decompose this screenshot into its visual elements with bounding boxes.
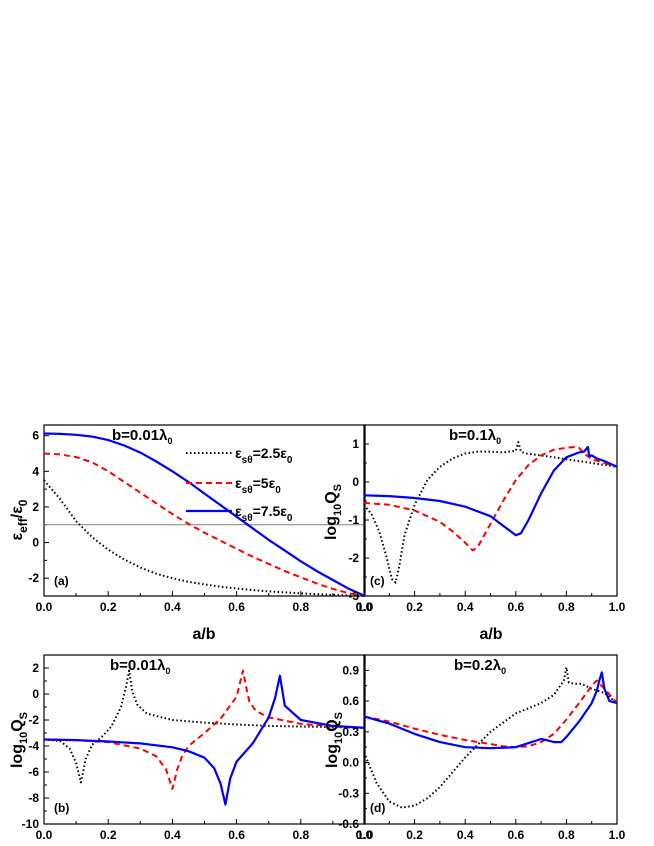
legend-label-1: εsθ=2.5ε0 xyxy=(235,445,293,466)
panel-a-epsilon-eff: b=0.01λ0 a/b εeff/ε0 (a) 0.0 0.2 0.4 0.6 0.8… xyxy=(9,424,374,643)
panel-b-ytick-label: -10 xyxy=(22,817,40,831)
panel-a-ytick-label: -2 xyxy=(28,571,39,585)
panel-a-ytick-label: 0 xyxy=(32,536,39,550)
panel-b-series-1-line xyxy=(43,669,366,784)
panel-d-series-3-line xyxy=(363,671,618,750)
svg-text:b=0.2λ0: b=0.2λ0 xyxy=(454,657,506,676)
legend: εsθ=2.5ε0 εsθ=5ε0 εsθ=7.5ε0 xyxy=(186,445,293,524)
legend-entry-2: εsθ=5ε0 xyxy=(186,475,281,496)
legend-label-2: εsθ=5ε0 xyxy=(235,475,281,496)
panel-b-ylabel: log10QS xyxy=(9,712,30,768)
panel-d-series-2-line xyxy=(363,679,618,749)
panel-b-series-3-line xyxy=(43,674,366,806)
panel-d-log-qs: b=0.2λ0 log10QS (d) 0.0 0.2 0.4 0.6 0.8 1.0-0… xyxy=(324,654,626,842)
panel-c-series-2-line xyxy=(363,446,618,552)
panel-d-ylabel: log10QS xyxy=(324,712,345,768)
panel-b-title: b=0.01λ0 xyxy=(110,657,170,676)
panel-c-ytick-label: -2 xyxy=(348,551,359,565)
panel-a-xtick-label: 0.0 xyxy=(36,600,53,614)
panel-a-title: b=0.01λ0 xyxy=(112,427,172,446)
panel-b-xtick-label: 0.2 xyxy=(100,828,117,842)
panel-a-xlabel: a/b xyxy=(192,626,215,643)
panel-b-ytick-label: -2 xyxy=(28,713,39,727)
panel-c-series-3-line xyxy=(363,445,618,537)
panel-b-xtick-label: 0.4 xyxy=(164,828,181,842)
panel-d-xtick-label: 0.0 xyxy=(356,828,373,842)
legend-label-3: εsθ=7.5ε0 xyxy=(235,503,293,524)
panel-d-label: (d) xyxy=(370,801,385,815)
panel-b-ytick-label: -4 xyxy=(28,739,39,753)
panel-d-ytick-label: 0.9 xyxy=(342,663,359,677)
panel-c-log-qs: b=0.1λ0 a/b log10QS (c) 0.0 0.2 0.4 0.6 0.8 1… xyxy=(323,424,626,643)
panel-a-xtick-label: 0.6 xyxy=(228,600,245,614)
panel-d-xtick-label: 0.6 xyxy=(507,828,524,842)
panel-c-xtick-label: 1.0 xyxy=(609,600,626,614)
panel-c-xtick-label: 0.8 xyxy=(558,600,575,614)
panel-b-xtick-label: 0.0 xyxy=(36,828,53,842)
panel-a-xtick-label: 0.2 xyxy=(100,600,117,614)
panel-c-ytick-label: 0 xyxy=(352,475,359,489)
panel-a-ytick-label: 6 xyxy=(32,429,39,443)
panel-a-series-3-line xyxy=(43,432,366,598)
svg-text:b=0.1λ0: b=0.1λ0 xyxy=(449,427,501,446)
panel-a-series-2-line xyxy=(43,452,366,597)
svg-text:b=0.01λ0: b=0.01λ0 xyxy=(112,427,172,446)
panel-d-ytick-label: 0.6 xyxy=(342,694,359,708)
panel-a-label: (a) xyxy=(54,574,69,588)
panel-a-ytick-label: 2 xyxy=(32,500,39,514)
legend-entry-1: εsθ=2.5ε0 xyxy=(186,445,293,466)
panel-b-label: (b) xyxy=(54,801,69,815)
panel-b-series-2-line xyxy=(43,669,366,790)
panel-d-xtick-label: 0.4 xyxy=(457,828,474,842)
panel-a-xtick-label: 0.4 xyxy=(164,600,181,614)
panel-c-title: b=0.1λ0 xyxy=(449,427,501,446)
panel-d-ytick-label: -0.3 xyxy=(338,786,359,800)
panel-c-label: (c) xyxy=(370,574,385,588)
panel-b-xtick-label: 1.0 xyxy=(357,828,374,842)
panel-c-plot-frame xyxy=(363,424,618,597)
panel-c-ytick-label: 1 xyxy=(352,437,359,451)
panel-c-ytick-label: -1 xyxy=(348,513,359,527)
panel-d-ytick-label: 0.0 xyxy=(342,756,359,770)
panel-b-ytick-label: -8 xyxy=(28,791,39,805)
panel-c-ytick-label: -3 xyxy=(348,589,359,603)
panel-c-xtick-label: 0.4 xyxy=(457,600,474,614)
panel-a-xtick-label: 1.0 xyxy=(357,600,374,614)
svg-text:b=0.01λ0: b=0.01λ0 xyxy=(110,657,170,676)
panel-d-ytick-label: 0.3 xyxy=(342,725,359,739)
panel-d-title: b=0.2λ0 xyxy=(454,657,506,676)
panel-b-ytick-label: -6 xyxy=(28,765,39,779)
panel-d-plot-frame xyxy=(363,654,618,825)
panel-a-ylabel: εeff/ε0 xyxy=(9,499,30,540)
panel-a-ytick-label: 4 xyxy=(32,464,39,478)
panel-c-xtick-label: 0.6 xyxy=(507,600,524,614)
panel-c-xtick-label: 0.2 xyxy=(406,600,423,614)
panel-c-series-1-line xyxy=(363,441,618,584)
panel-a-series-1-line xyxy=(43,479,366,597)
panel-b-xtick-label: 0.8 xyxy=(292,828,309,842)
panel-b-plot-frame xyxy=(43,654,366,825)
panel-d-xtick-label: 1.0 xyxy=(609,828,626,842)
panel-b-ytick-label: 0 xyxy=(32,687,39,701)
panel-d-xtick-label: 0.2 xyxy=(406,828,423,842)
panel-b-xtick-label: 0.6 xyxy=(228,828,245,842)
panel-d-series-1-line xyxy=(363,666,618,809)
panel-b-log-qs: b=0.01λ0 log10QS (b) 0.0 0.2 0.4 0.6 0.8 1.0-… xyxy=(9,654,374,842)
panel-d-ytick-label: -0.6 xyxy=(338,817,359,831)
legend-entry-3: εsθ=7.5ε0 xyxy=(186,503,293,524)
panel-c-ylabel: log10QS xyxy=(323,484,344,540)
panel-a-xtick-label: 0.8 xyxy=(292,600,309,614)
panel-c-xlabel: a/b xyxy=(479,626,502,643)
panel-b-ytick-label: 2 xyxy=(32,661,39,675)
panel-c-xtick-label: 0.0 xyxy=(356,600,373,614)
panel-d-xtick-label: 0.8 xyxy=(558,828,575,842)
